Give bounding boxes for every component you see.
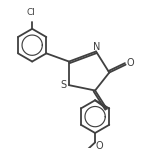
Text: O: O <box>95 141 103 151</box>
Text: O: O <box>126 58 134 68</box>
Text: S: S <box>61 80 67 90</box>
Text: N: N <box>93 42 100 52</box>
Text: Cl: Cl <box>26 9 35 18</box>
